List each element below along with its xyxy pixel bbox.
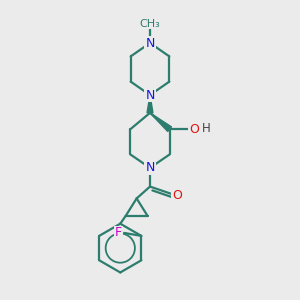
Polygon shape <box>147 95 153 113</box>
Text: F: F <box>115 226 122 239</box>
Text: O: O <box>189 123 199 136</box>
Text: H: H <box>202 122 210 135</box>
Text: O: O <box>172 189 182 202</box>
Text: N: N <box>145 161 155 174</box>
Text: N: N <box>145 37 155 50</box>
Text: N: N <box>145 88 155 101</box>
Polygon shape <box>150 113 172 131</box>
Text: CH₃: CH₃ <box>140 19 160 29</box>
